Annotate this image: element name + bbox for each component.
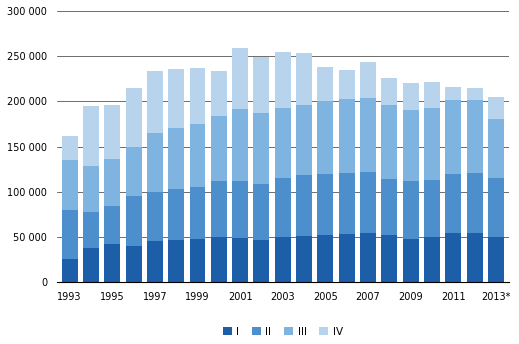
Bar xyxy=(381,179,398,235)
Bar xyxy=(168,128,184,189)
Bar xyxy=(275,237,291,282)
Bar xyxy=(104,244,120,282)
Bar xyxy=(104,206,120,244)
Bar xyxy=(403,181,419,239)
Bar xyxy=(403,83,419,110)
Bar xyxy=(168,69,184,128)
Bar xyxy=(253,57,269,113)
Bar xyxy=(83,212,99,248)
Bar xyxy=(467,173,483,233)
Bar xyxy=(253,240,269,282)
Bar xyxy=(424,180,440,237)
Bar xyxy=(83,248,99,282)
Bar xyxy=(189,187,206,239)
Bar xyxy=(445,233,461,282)
Bar xyxy=(360,98,376,172)
Bar xyxy=(189,68,206,124)
Bar xyxy=(211,116,227,181)
Bar xyxy=(253,113,269,184)
Bar xyxy=(381,105,398,179)
Bar xyxy=(126,88,142,147)
Bar xyxy=(445,87,461,99)
Bar xyxy=(339,99,354,173)
Bar xyxy=(403,239,419,282)
Bar xyxy=(381,235,398,282)
Bar xyxy=(104,105,120,159)
Bar xyxy=(296,53,312,105)
Bar xyxy=(83,106,99,166)
Bar xyxy=(275,178,291,237)
Bar xyxy=(318,174,333,235)
Bar xyxy=(296,105,312,175)
Bar xyxy=(275,52,291,108)
Bar xyxy=(104,159,120,206)
Bar xyxy=(488,237,504,282)
Bar xyxy=(339,234,354,282)
Bar xyxy=(211,237,227,282)
Bar xyxy=(83,166,99,212)
Bar xyxy=(62,160,77,210)
Bar xyxy=(424,82,440,108)
Bar xyxy=(296,236,312,282)
Bar xyxy=(232,181,248,238)
Legend: I, II, III, IV: I, II, III, IV xyxy=(218,323,347,341)
Bar xyxy=(62,136,77,160)
Bar xyxy=(126,246,142,282)
Bar xyxy=(147,133,163,192)
Bar xyxy=(232,238,248,282)
Bar xyxy=(318,101,333,174)
Bar xyxy=(318,235,333,282)
Bar xyxy=(253,184,269,240)
Bar xyxy=(147,192,163,240)
Bar xyxy=(232,48,248,109)
Bar xyxy=(360,62,376,98)
Bar xyxy=(147,72,163,133)
Bar xyxy=(232,109,248,181)
Bar xyxy=(424,237,440,282)
Bar xyxy=(318,67,333,101)
Bar xyxy=(126,147,142,196)
Bar xyxy=(211,181,227,237)
Bar xyxy=(275,108,291,178)
Bar xyxy=(168,189,184,240)
Bar xyxy=(211,71,227,116)
Bar xyxy=(168,240,184,282)
Bar xyxy=(339,70,354,99)
Bar xyxy=(467,100,483,173)
Bar xyxy=(403,110,419,181)
Bar xyxy=(424,108,440,180)
Bar xyxy=(381,78,398,105)
Bar xyxy=(467,233,483,282)
Bar xyxy=(488,178,504,237)
Bar xyxy=(62,210,77,259)
Bar xyxy=(126,196,142,246)
Bar xyxy=(339,173,354,234)
Bar xyxy=(189,124,206,187)
Bar xyxy=(488,97,504,119)
Bar xyxy=(360,172,376,233)
Bar xyxy=(488,119,504,178)
Bar xyxy=(467,88,483,100)
Bar xyxy=(62,259,77,282)
Bar xyxy=(189,239,206,282)
Bar xyxy=(445,99,461,174)
Bar xyxy=(147,240,163,282)
Bar xyxy=(360,233,376,282)
Bar xyxy=(445,174,461,233)
Bar xyxy=(296,175,312,236)
